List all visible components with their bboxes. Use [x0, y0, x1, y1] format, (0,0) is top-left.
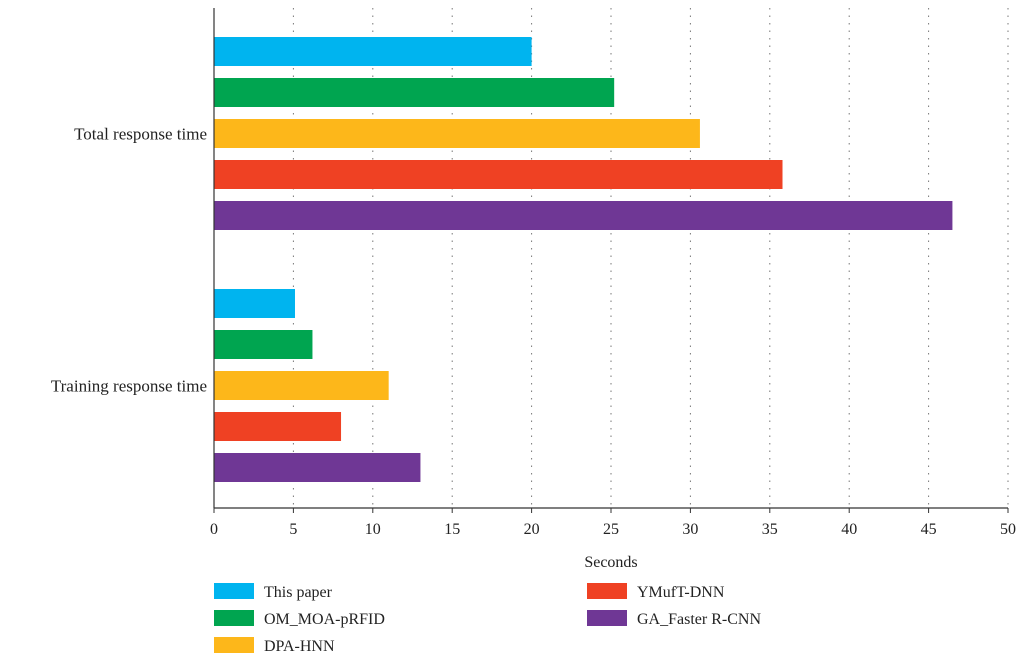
legend-swatch: [214, 583, 254, 599]
legend-label: OM_MOA-pRFID: [264, 611, 385, 628]
bar: [214, 453, 421, 482]
bar: [214, 412, 342, 441]
x-tick-label: 20: [524, 521, 540, 538]
x-tick-label: 0: [210, 521, 218, 538]
category-label: Total response time: [74, 125, 207, 144]
bar: [214, 119, 700, 148]
x-tick-label: 15: [444, 521, 460, 538]
legend-label: GA_Faster R-CNN: [637, 611, 761, 628]
x-tick-label: 25: [603, 521, 619, 538]
axes: [213, 8, 1009, 513]
bar: [214, 37, 532, 66]
x-axis-title: Seconds: [584, 554, 637, 571]
legend-swatch: [587, 610, 627, 626]
legend-label: DPA-HNN: [264, 638, 335, 655]
bar: [214, 201, 953, 230]
x-tick-label: 45: [921, 521, 937, 538]
legend-label: This paper: [264, 584, 333, 601]
legend-label: YMufT-DNN: [637, 584, 725, 601]
x-tick-label: 40: [841, 521, 857, 538]
category-label: Training response time: [51, 377, 207, 396]
legend-swatch: [214, 637, 254, 653]
bar: [214, 78, 615, 107]
category-labels: Total response time Training response tim…: [51, 125, 207, 396]
bars: [214, 37, 953, 482]
legend-swatch: [587, 583, 627, 599]
bar: [214, 371, 389, 400]
bar: [214, 289, 295, 318]
legend-swatch: [214, 610, 254, 626]
x-tick-label: 35: [762, 521, 778, 538]
x-tick-label: 10: [365, 521, 381, 538]
bar: [214, 330, 313, 359]
x-tick-label: 5: [289, 521, 297, 538]
x-tick-label: 50: [1000, 521, 1016, 538]
x-tick-labels: 0 5 10 15 20 25 30 35 40 45 50: [210, 521, 1016, 538]
x-tick-label: 30: [682, 521, 698, 538]
legend: This paper OM_MOA-pRFID DPA-HNN YMufT-DNN GA…: [214, 583, 761, 655]
bar: [214, 160, 783, 189]
